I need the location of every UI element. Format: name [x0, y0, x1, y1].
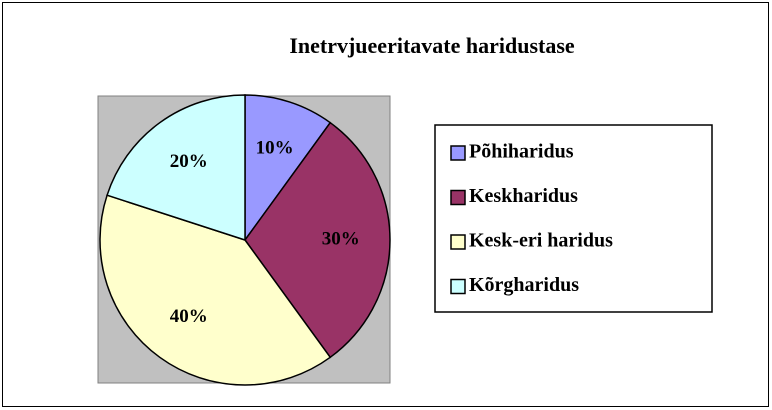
legend-label: Kõrgharidus	[469, 274, 579, 296]
legend-swatch	[450, 189, 466, 206]
legend-swatch	[450, 145, 466, 161]
data-label: 40%	[170, 306, 208, 327]
pie-slice	[99, 194, 332, 386]
data-label: 20%	[170, 151, 208, 172]
legend-label: Kesk-eri haridus	[469, 230, 613, 252]
legend-label: Põhiharidus	[469, 141, 574, 163]
data-label: 30%	[322, 228, 360, 249]
pie-slice	[244, 94, 332, 243]
legend-swatch	[450, 278, 466, 295]
legend-swatch	[450, 234, 466, 250]
legend-box	[434, 124, 713, 313]
data-label: 10%	[256, 137, 294, 158]
chart-title: Inetrvjueeritavate haridustase	[289, 33, 575, 58]
pie-slice	[244, 121, 391, 359]
legend-label: Keskharidus	[469, 185, 578, 207]
pie-slice	[106, 94, 246, 242]
